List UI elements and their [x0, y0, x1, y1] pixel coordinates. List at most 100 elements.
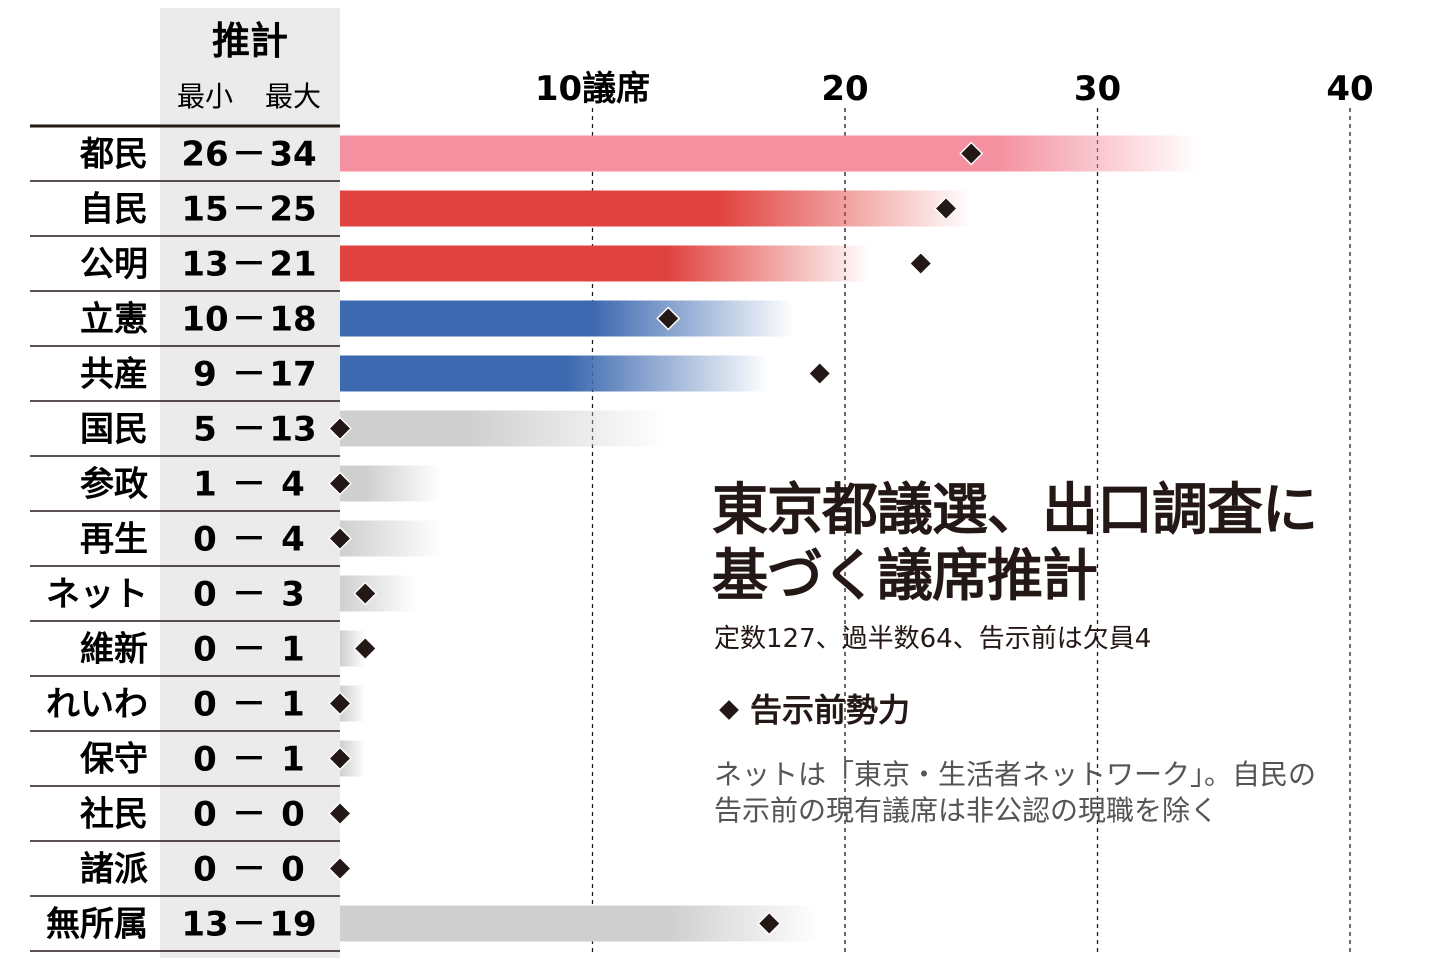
- range-min-label: 26: [181, 135, 228, 175]
- pre-election-marker: [327, 416, 353, 441]
- range-separator: －: [232, 245, 266, 285]
- range-max-label: 18: [269, 300, 316, 340]
- pre-election-marker: [327, 746, 353, 771]
- range-bar: [340, 410, 669, 447]
- x-tick-label: 40: [1326, 69, 1373, 109]
- range-separator: －: [232, 905, 266, 945]
- pre-election-marker: [327, 471, 353, 496]
- tick-labels: 10議席 20 30 40: [535, 69, 1374, 109]
- party-label: 立憲: [80, 300, 148, 340]
- info-panel: 東京都議選、出口調査に 基づく議席推計 定数127、過半数64、告示前は欠員4 …: [712, 478, 1412, 829]
- range-min-label: 15: [181, 190, 228, 230]
- range-separator: －: [232, 300, 266, 340]
- chart-title-line1: 東京都議選、出口調査に: [712, 478, 1318, 543]
- max-header: 最大: [265, 80, 321, 113]
- range-separator: －: [232, 795, 266, 835]
- range-bar: [340, 905, 820, 942]
- range-separator: －: [232, 410, 266, 450]
- range-max-label: 21: [269, 245, 316, 285]
- range-bar: [340, 245, 871, 282]
- party-label: 社民: [80, 795, 148, 835]
- party-label: 無所属: [46, 905, 148, 945]
- pre-election-marker: [807, 361, 832, 386]
- chart-title: 東京都議選、出口調査に 基づく議席推計: [712, 478, 1412, 610]
- range-separator: －: [232, 190, 266, 230]
- range-max-label: 0: [281, 850, 305, 890]
- pre-election-marker: [656, 306, 681, 331]
- pre-election-marker: [327, 526, 353, 551]
- grid-lines: [591, 108, 1351, 955]
- range-separator: －: [232, 740, 266, 780]
- party-label: 保守: [80, 740, 148, 780]
- party-label: 再生: [80, 520, 148, 560]
- range-min-label: 1: [193, 465, 217, 505]
- estimate-header: 推計: [212, 19, 288, 63]
- range-separator: －: [232, 630, 266, 670]
- range-min-label: 0: [193, 630, 217, 670]
- pre-election-marker: [353, 581, 378, 606]
- x-tick-label: 20: [821, 69, 868, 109]
- range-separator: －: [232, 575, 266, 615]
- bars-layer: [327, 135, 1199, 942]
- party-label: 都民: [79, 135, 148, 175]
- range-bar: [340, 575, 416, 612]
- range-bar: [340, 300, 795, 337]
- range-min-label: 0: [193, 685, 217, 725]
- min-header: 最小: [177, 80, 233, 113]
- range-max-label: 4: [281, 465, 305, 505]
- range-separator: －: [232, 520, 266, 560]
- range-max-label: 13: [269, 410, 316, 450]
- party-label: 共産: [80, 355, 148, 395]
- chart-subtitle: 定数127、過半数64、告示前は欠員4: [714, 624, 1152, 654]
- range-max-label: 4: [281, 520, 305, 560]
- legend-label: 告示前勢力: [750, 691, 911, 729]
- note-line1: ネットは「東京・生活者ネットワーク」。自民の: [714, 758, 1317, 791]
- range-bar: [340, 190, 972, 227]
- range-bar: [340, 465, 441, 502]
- range-min-label: 0: [193, 575, 217, 615]
- pre-election-marker: [353, 636, 378, 661]
- range-bar: [340, 355, 770, 392]
- party-label: 自民: [80, 190, 148, 230]
- range-min-label: 13: [181, 905, 228, 945]
- range-separator: －: [232, 465, 266, 505]
- range-min-label: 13: [181, 245, 228, 285]
- party-label: 諸派: [80, 850, 148, 890]
- estimate-column-background: [160, 8, 340, 958]
- party-label: 維新: [80, 630, 148, 670]
- party-label: 公明: [80, 245, 148, 285]
- party-label: 国民: [80, 410, 148, 450]
- range-max-label: 17: [269, 355, 316, 395]
- range-max-label: 0: [281, 795, 305, 835]
- range-max-label: 1: [281, 630, 305, 670]
- note: ネットは「東京・生活者ネットワーク」。自民の 告示前の現有議席は非公認の現職を除…: [714, 757, 1412, 829]
- chart-title-line2: 基づく議席推計: [712, 544, 1098, 609]
- x-tick-label: 30: [1074, 69, 1121, 109]
- range-separator: －: [232, 135, 266, 175]
- range-max-label: 25: [269, 190, 316, 230]
- range-max-label: 1: [281, 685, 305, 725]
- range-min-label: 0: [193, 520, 217, 560]
- range-min-label: 0: [193, 740, 217, 780]
- pre-election-marker: [757, 911, 782, 936]
- range-separator: －: [232, 850, 266, 890]
- range-min-label: 10: [181, 300, 228, 340]
- pre-election-marker: [327, 801, 353, 826]
- legend: 告示前勢力: [714, 685, 1412, 731]
- diamond-icon: [719, 700, 739, 720]
- x-tick-label: 10議席: [535, 69, 650, 109]
- pre-election-marker: [908, 251, 933, 276]
- range-max-label: 19: [269, 905, 316, 945]
- range-max-label: 34: [269, 135, 316, 175]
- range-separator: －: [232, 685, 266, 725]
- range-bar: [340, 135, 1199, 172]
- pre-election-marker: [959, 141, 984, 166]
- party-label: ネット: [46, 575, 148, 615]
- range-min-label: 9: [193, 355, 217, 395]
- pre-election-marker: [327, 691, 353, 716]
- range-min-label: 0: [193, 795, 217, 835]
- range-bar: [340, 520, 441, 557]
- range-max-label: 3: [281, 575, 305, 615]
